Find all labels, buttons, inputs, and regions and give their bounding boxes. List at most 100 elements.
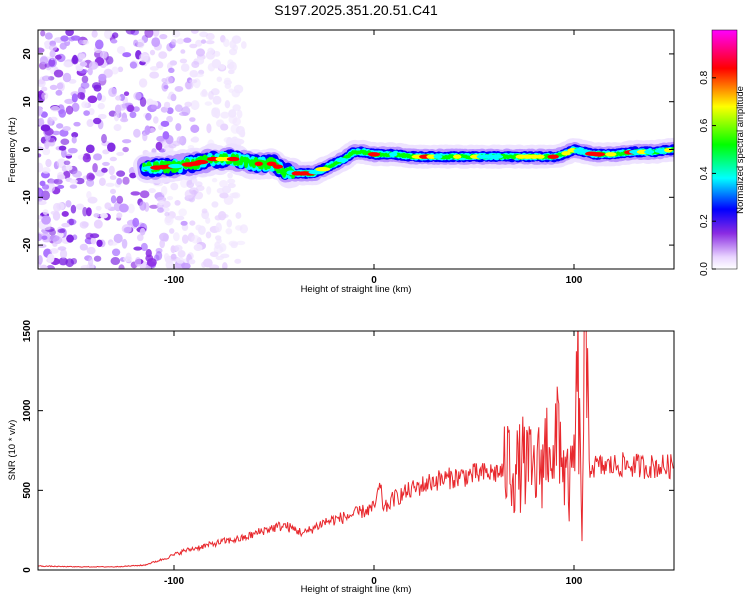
ridge-hotspot	[315, 166, 331, 172]
noise-blob	[228, 48, 238, 56]
noise-blob	[80, 264, 91, 269]
noise-blob	[38, 47, 45, 53]
noise-blob	[118, 264, 125, 269]
noise-blob	[59, 249, 68, 259]
colorbar: 0.0 0.2 0.4 0.6 0.8 Normalized spectral ampl…	[699, 29, 746, 276]
noise-blob	[130, 191, 141, 196]
noise-blob	[156, 135, 165, 142]
noise-blob	[149, 204, 159, 209]
noise-blob	[93, 255, 102, 262]
noise-blob	[208, 90, 214, 100]
noise-blob	[190, 124, 200, 134]
noise-blob	[219, 192, 229, 199]
noise-blob	[129, 61, 138, 69]
noise-blob	[53, 178, 63, 185]
noise-blob	[52, 130, 61, 136]
spectrogram-xtick-label: 0	[371, 275, 377, 286]
noise-blob	[163, 253, 170, 261]
noise-blob	[88, 61, 99, 70]
ridge-hotspot	[367, 152, 381, 157]
noise-blob	[134, 256, 142, 267]
noise-blob	[65, 165, 73, 171]
noise-blob	[44, 140, 50, 150]
noise-blob	[40, 264, 48, 269]
noise-blob	[38, 200, 47, 206]
noise-blob	[165, 76, 174, 84]
noise-blob	[62, 72, 72, 83]
noise-blob	[204, 101, 213, 106]
noise-blob	[221, 185, 232, 194]
noise-blob	[88, 108, 95, 116]
noise-blob	[58, 145, 67, 151]
noise-blob	[45, 158, 52, 168]
noise-blob	[209, 264, 220, 269]
noise-blob	[117, 66, 124, 73]
colorbar-ticks: 0.0 0.2 0.4 0.6 0.8	[699, 29, 738, 276]
noise-blob	[162, 131, 170, 140]
noise-blob	[120, 117, 129, 123]
ridge-hotspot	[272, 164, 284, 169]
noise-blob	[224, 100, 231, 109]
noise-blob	[176, 38, 184, 45]
noise-blob	[96, 92, 102, 101]
ridge-hotspot	[254, 161, 263, 167]
noise-blob	[109, 156, 118, 162]
noise-blob	[61, 211, 69, 217]
noise-blob	[184, 101, 193, 107]
noise-blob	[215, 255, 224, 261]
noise-blob	[75, 65, 84, 72]
noise-blob	[122, 176, 130, 185]
noise-blob	[225, 228, 233, 235]
noise-blob	[44, 32, 53, 40]
noise-blob	[38, 255, 43, 265]
noise-blob	[189, 79, 198, 84]
noise-blob	[125, 252, 132, 261]
noise-blob	[191, 60, 200, 69]
noise-blob	[190, 100, 200, 111]
noise-blob	[173, 264, 183, 269]
noise-blob	[49, 84, 58, 90]
noise-blob	[195, 48, 206, 57]
noise-blob	[70, 257, 78, 265]
noise-blob	[116, 177, 123, 185]
noise-blob	[175, 123, 182, 131]
noise-blob	[67, 147, 78, 154]
noise-blob	[129, 172, 137, 179]
noise-blob	[170, 245, 176, 254]
noise-blob	[63, 160, 71, 166]
noise-blob	[157, 207, 164, 213]
noise-blob	[79, 221, 89, 229]
noise-blob	[102, 161, 110, 166]
noise-blob	[49, 234, 60, 242]
noise-blob	[139, 190, 150, 199]
noise-blob	[173, 232, 180, 242]
noise-blob	[189, 220, 196, 226]
noise-blob	[64, 98, 75, 104]
spectrogram-ytick-label: 0	[22, 146, 33, 152]
ridge-hotspot	[664, 147, 673, 153]
noise-blob	[213, 50, 221, 57]
noise-blob	[85, 144, 95, 154]
snr-ytick-label: 1500	[22, 319, 33, 342]
noise-blob	[176, 257, 185, 264]
noise-blob	[193, 243, 203, 252]
noise-blob	[174, 215, 185, 221]
noise-blob	[198, 225, 206, 235]
snr-ylabel: SNR (10 * v/v)	[7, 420, 18, 481]
noise-blob	[116, 151, 125, 156]
noise-blob	[206, 186, 212, 195]
noise-blob	[205, 217, 211, 224]
spectrogram-xtick-label: 100	[566, 275, 583, 286]
ridge-hotspot	[528, 154, 540, 159]
noise-blob	[38, 243, 47, 248]
noise-blob	[207, 47, 215, 55]
noise-blob	[72, 170, 83, 178]
noise-blob	[191, 136, 200, 143]
ridge-hotspot	[194, 159, 209, 165]
noise-blob	[129, 111, 137, 119]
colorbar-gradient	[712, 30, 737, 269]
noise-blob	[232, 104, 241, 112]
noise-blob	[133, 91, 142, 101]
noise-blob	[110, 257, 121, 266]
